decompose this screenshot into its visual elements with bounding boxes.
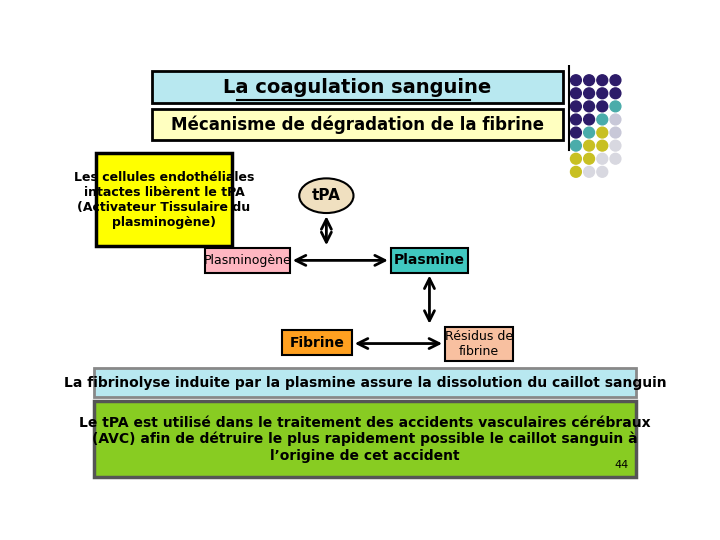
Circle shape (597, 166, 608, 177)
Circle shape (570, 114, 581, 125)
Circle shape (597, 153, 608, 164)
Text: 44: 44 (615, 460, 629, 470)
Text: Résidus de
fibrine: Résidus de fibrine (445, 330, 513, 358)
FancyBboxPatch shape (152, 71, 563, 103)
Circle shape (584, 75, 595, 85)
Text: Plasminogène: Plasminogène (204, 254, 291, 267)
Circle shape (610, 140, 621, 151)
Circle shape (610, 75, 621, 85)
FancyBboxPatch shape (152, 110, 563, 140)
Circle shape (570, 166, 581, 177)
Circle shape (584, 166, 595, 177)
FancyBboxPatch shape (94, 368, 636, 397)
Circle shape (584, 88, 595, 99)
FancyBboxPatch shape (96, 153, 232, 246)
Text: Fibrine: Fibrine (289, 336, 344, 350)
Circle shape (584, 153, 595, 164)
Text: Le tPA est utilisé dans le traitement des accidents vasculaires cérébraux
(AVC) : Le tPA est utilisé dans le traitement de… (79, 415, 651, 463)
Circle shape (570, 153, 581, 164)
Circle shape (584, 101, 595, 112)
Circle shape (597, 101, 608, 112)
Circle shape (610, 127, 621, 138)
Circle shape (597, 140, 608, 151)
Circle shape (570, 101, 581, 112)
FancyBboxPatch shape (445, 327, 513, 361)
Circle shape (610, 153, 621, 164)
Text: Plasmine: Plasmine (394, 253, 465, 267)
Circle shape (597, 88, 608, 99)
Circle shape (597, 75, 608, 85)
Text: Les cellules endothéliales
intactes libèrent le tPA
(Activateur Tissulaire du
pl: Les cellules endothéliales intactes libè… (74, 171, 254, 228)
Ellipse shape (300, 178, 354, 213)
Circle shape (610, 114, 621, 125)
FancyBboxPatch shape (282, 330, 352, 355)
Circle shape (610, 88, 621, 99)
FancyBboxPatch shape (204, 248, 290, 273)
Circle shape (584, 127, 595, 138)
Circle shape (570, 88, 581, 99)
Text: tPA: tPA (312, 188, 341, 203)
Circle shape (584, 140, 595, 151)
FancyBboxPatch shape (391, 248, 468, 273)
FancyBboxPatch shape (94, 401, 636, 477)
Text: La coagulation sanguine: La coagulation sanguine (223, 78, 492, 97)
Circle shape (597, 114, 608, 125)
Text: La fibrinolyse induite par la plasmine assure la dissolution du caillot sanguin: La fibrinolyse induite par la plasmine a… (64, 376, 667, 390)
Text: Mécanisme de dégradation de la fibrine: Mécanisme de dégradation de la fibrine (171, 116, 544, 134)
Circle shape (570, 140, 581, 151)
Circle shape (597, 127, 608, 138)
Circle shape (610, 101, 621, 112)
Circle shape (584, 114, 595, 125)
Circle shape (570, 127, 581, 138)
Circle shape (570, 75, 581, 85)
